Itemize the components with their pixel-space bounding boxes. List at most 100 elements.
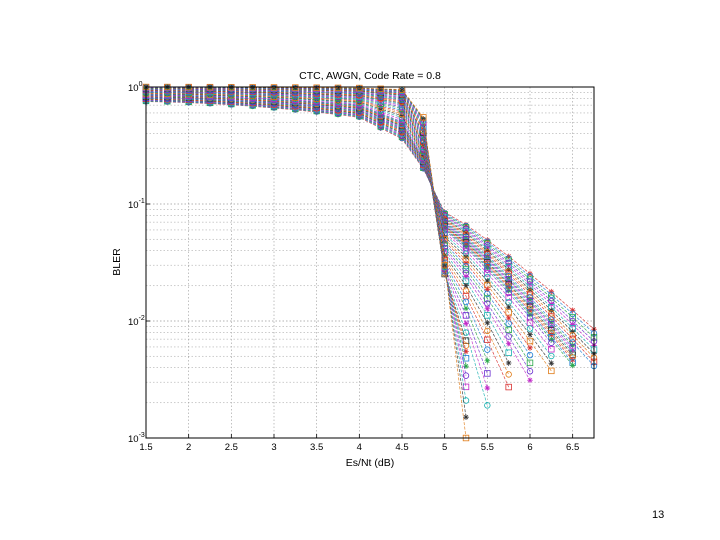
data-point [484,244,491,250]
data-point [441,261,448,269]
data-point [484,237,491,243]
data-point [484,357,491,364]
data-point [484,305,491,312]
data-point [484,286,491,293]
series-line [145,100,595,334]
data-point [569,342,576,349]
data-point [548,339,555,346]
data-point [399,87,405,93]
data-point [569,321,576,328]
series-line [145,98,595,363]
data-point [527,377,533,384]
data-point [548,352,555,360]
data-point [527,300,533,306]
data-point [526,368,534,375]
data-point [462,372,470,379]
data-point [334,84,342,92]
y-tick-label: 10-1 [128,198,145,211]
x-tick-label: 6.5 [566,442,579,453]
data-point [462,312,470,319]
x-axis-ticks: 1.5 2 2.5 3 3.5 4 4.5 5 5.5 6 6.5 [139,434,579,453]
series-line [145,93,552,364]
data-point [548,360,555,367]
data-point [548,323,555,330]
x-axis-label: Es/Nt (dB) [346,457,394,469]
data-point [505,383,512,391]
data-point [526,337,534,345]
data-point [356,84,363,92]
data-point [569,362,576,369]
x-tick-label: 6 [527,442,532,453]
data-point [484,290,491,298]
plot-background [146,87,594,438]
data-point [505,253,512,260]
data-point [505,371,512,378]
data-point [441,238,448,245]
data-point [249,84,256,91]
data-point [526,359,534,367]
data-point [420,150,427,156]
data-point [505,326,512,334]
data-point [463,363,469,369]
series-line [146,86,467,439]
x-tick-label: 1.5 [139,442,152,453]
data-point [463,305,469,312]
data-point [505,266,512,273]
data-point [462,355,470,362]
series-line [145,90,510,353]
data-point [463,282,469,289]
data-point [377,86,384,93]
data-point [505,304,512,310]
data-point [399,109,405,115]
series-line [145,100,595,342]
data-point [484,312,491,319]
data-point [420,145,427,152]
data-point [420,122,427,129]
data-point [526,351,534,359]
data-point [484,370,491,377]
data-point [335,96,341,103]
data-point [335,101,341,107]
x-tick-label: 4 [357,442,362,453]
data-point [569,332,576,339]
data-point [527,296,533,303]
data-point [505,284,512,291]
data-point [527,331,533,338]
data-point [462,247,470,255]
y-axis-label: BLER [111,248,123,276]
data-point [399,112,405,119]
data-point [527,307,533,314]
data-point [484,336,491,343]
data-point [569,310,576,318]
x-tick-label: 5.5 [481,442,494,453]
data-point [462,383,470,391]
series-line [145,94,552,350]
data-point [505,320,512,327]
data-point [505,340,512,347]
chart-title: CTC, AWGN, Code Rate = 0.8 [299,70,441,82]
data-point [462,298,470,306]
data-point [505,289,512,297]
data-point [505,275,512,281]
series-line [145,98,595,367]
data-point [463,348,469,355]
y-tick-label: 100 [128,81,143,94]
x-tick-label: 2.5 [225,442,238,453]
data-point [313,84,320,91]
data-point [420,114,427,121]
data-point [505,333,512,340]
data-point [377,120,384,126]
data-point [420,142,427,148]
data-point [484,402,491,409]
data-point [484,327,491,335]
series-line [145,101,595,330]
data-point [356,85,363,92]
y-tick-label: 10-2 [128,315,145,328]
data-point [505,287,512,294]
data-point [484,266,491,273]
data-point [548,367,555,375]
data-point [335,85,341,91]
data-point [526,325,534,332]
series-line [145,99,595,354]
series-line [145,94,552,344]
